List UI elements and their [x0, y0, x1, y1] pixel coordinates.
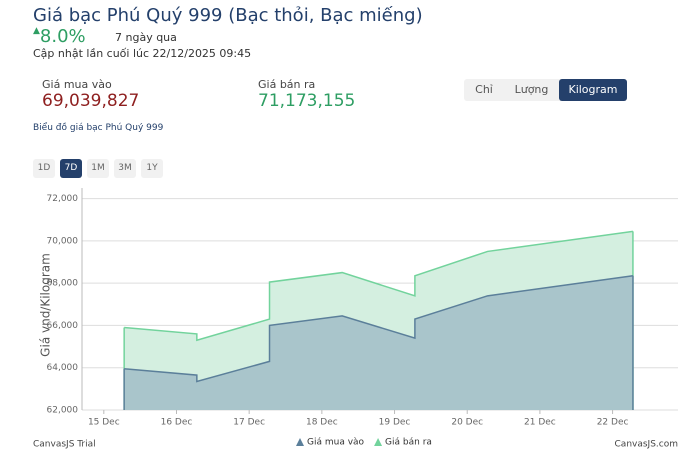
legend-label: Giá bán ra	[385, 438, 432, 448]
sell-label: Giá bán ra	[258, 78, 316, 91]
legend-marker	[296, 438, 304, 446]
x-tick-label: 20 Dec	[451, 418, 483, 428]
buy-price: 69,039,827	[42, 91, 140, 111]
x-tick-label: 21 Dec	[524, 418, 556, 428]
range-button[interactable]: 1Y	[141, 159, 163, 178]
x-tick-label: 19 Dec	[379, 418, 411, 428]
up-arrow: ▲	[33, 26, 40, 36]
range-button[interactable]: 1D	[33, 159, 55, 178]
x-tick-label: 18 Dec	[306, 418, 338, 428]
y-tick-label: 64,000	[47, 363, 79, 373]
change: ▲8.0%	[33, 26, 86, 47]
legend-marker	[374, 438, 383, 446]
range-button[interactable]: 1M	[87, 159, 109, 178]
x-tick-label: 17 Dec	[233, 418, 265, 428]
y-tick-label: 70,000	[47, 236, 79, 246]
buy-label: Giá mua vào	[42, 78, 112, 91]
sell-price: 71,173,155	[258, 91, 356, 111]
updated: Cập nhật lần cuối lúc 22/12/2025 09:45	[33, 47, 252, 60]
watermark: CanvasJS.com	[615, 440, 678, 450]
y-tick-label: 68,000	[47, 279, 79, 289]
y-axis-title: Giá vnd/Kilogram	[39, 253, 53, 357]
watermark: CanvasJS Trial	[33, 440, 96, 450]
line	[124, 275, 634, 383]
legend-label: Giá mua vào	[307, 438, 365, 448]
x-tick-label: 16 Dec	[161, 418, 193, 428]
title: Giá bạc Phú Quý 999 (Bạc thỏi, Bạc miếng…	[33, 5, 423, 26]
y-tick-label: 72,000	[47, 194, 79, 204]
unit-switch: Chỉ Lượng Kilogram	[464, 79, 627, 101]
x-tick-label: 15 Dec	[88, 418, 120, 428]
period: 7 ngày qua	[115, 31, 177, 44]
chart-caption: Biểu đồ giá bạc Phú Quý 999	[33, 123, 164, 133]
range-button[interactable]: 7D	[60, 159, 82, 178]
unit-button[interactable]: Lượng	[514, 83, 549, 96]
unit-button[interactable]: Chỉ	[475, 83, 493, 96]
unit-button[interactable]: Kilogram	[559, 79, 627, 101]
y-tick-label: 66,000	[47, 321, 79, 331]
y-tick-label: 62,000	[47, 406, 79, 416]
area	[124, 275, 633, 410]
range-button[interactable]: 3M	[114, 159, 136, 178]
line	[124, 230, 634, 342]
change-value: 8.0%	[39, 26, 86, 47]
x-tick-label: 22 Dec	[597, 418, 629, 428]
